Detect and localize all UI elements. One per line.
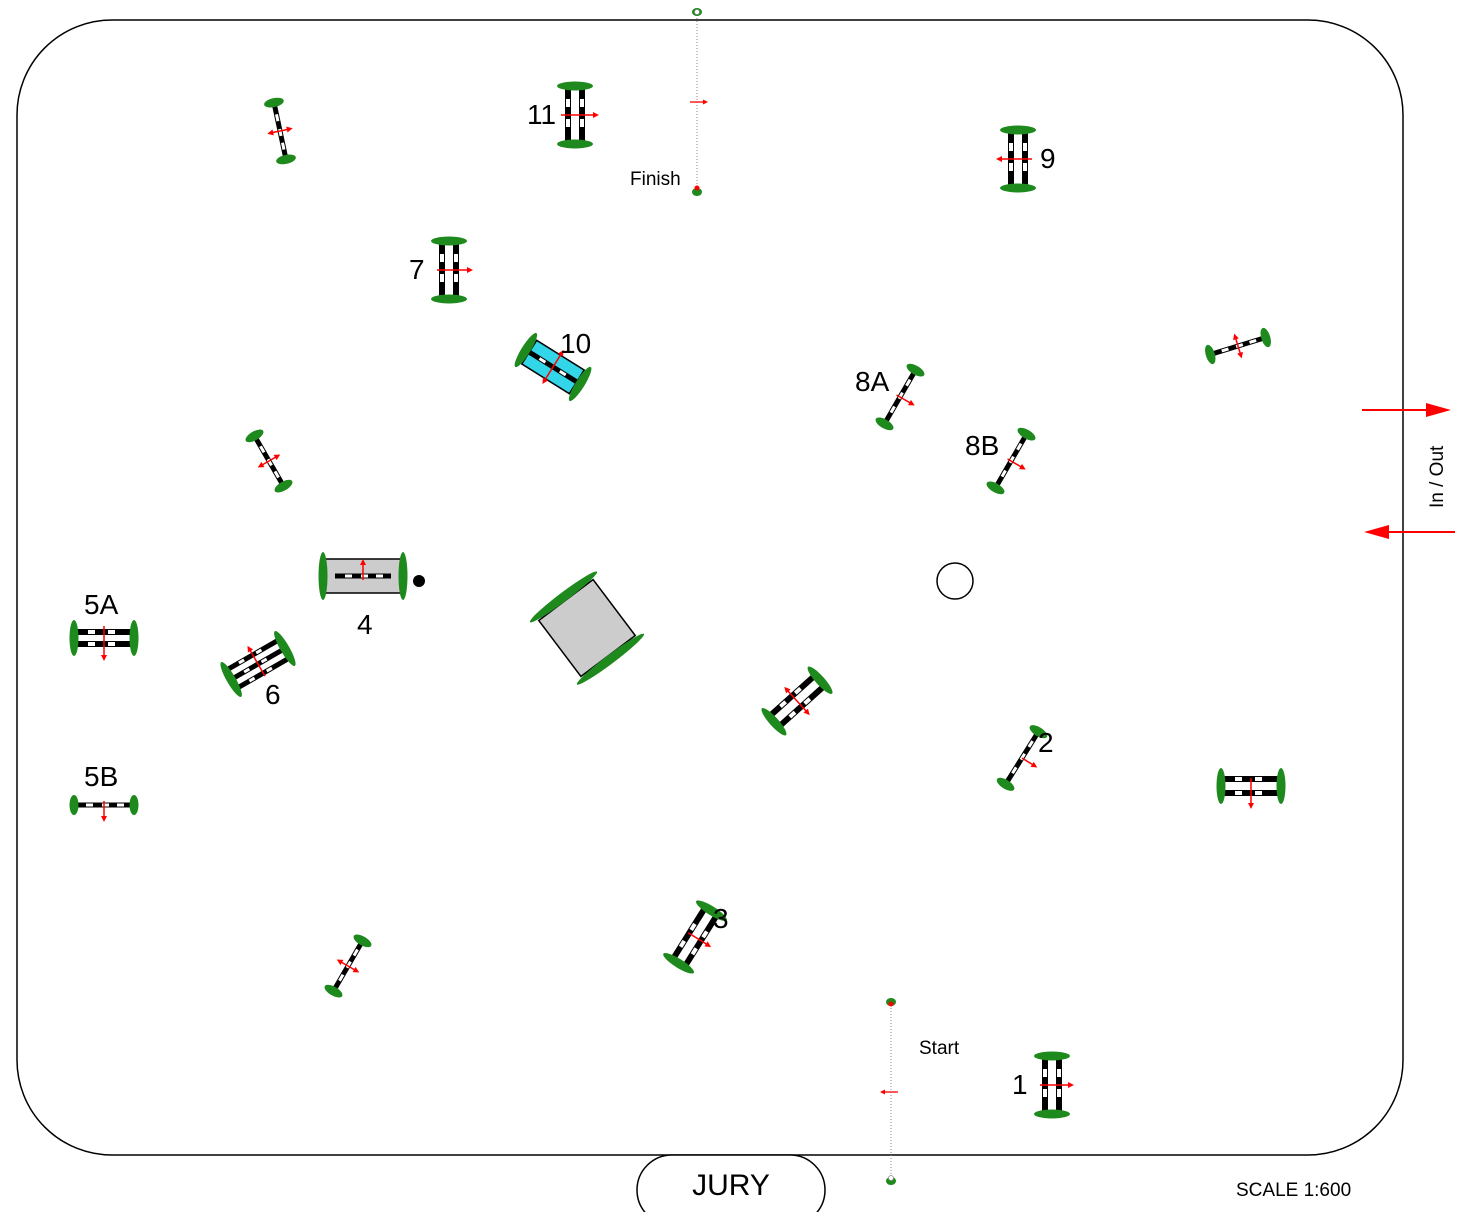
jump-number-8a: 8A — [855, 366, 890, 397]
wall-obstacle — [529, 571, 645, 685]
jump-3 — [663, 900, 727, 974]
jump-5a — [69, 620, 139, 661]
scale-label: SCALE 1:600 — [1236, 1180, 1351, 1201]
finish-line — [690, 8, 708, 196]
jump-1 — [1034, 1051, 1074, 1119]
jump-number-1: 1 — [1012, 1069, 1028, 1100]
jump-number-9: 9 — [1040, 143, 1056, 174]
jump-number-11: 11 — [527, 99, 556, 130]
start-line — [880, 998, 898, 1185]
in-out-label: In / Out — [1427, 445, 1448, 508]
fence-unnumbered — [1216, 768, 1286, 809]
jump-8a — [875, 363, 925, 431]
jump-number-4: 4 — [357, 609, 373, 640]
jump-number-7: 7 — [409, 254, 425, 285]
jump-8b — [986, 427, 1036, 495]
jury-box — [636, 1154, 826, 1212]
circle-marker — [936, 562, 974, 600]
jury-label: JURY — [692, 1169, 770, 1202]
jump-number-8b: 8B — [965, 430, 999, 461]
jump-9 — [996, 125, 1036, 193]
jump-number-6: 6 — [265, 679, 281, 710]
fence-unnumbered — [245, 429, 293, 493]
jump-number-5a: 5A — [84, 589, 119, 620]
jump-10 — [514, 332, 592, 402]
jump-number-10: 10 — [560, 328, 591, 359]
start-label: Start — [919, 1038, 960, 1059]
jump-11 — [557, 81, 599, 149]
jump-5b — [69, 795, 139, 822]
arena-boundary — [16, 19, 1404, 1156]
jump-2 — [996, 725, 1048, 791]
fence-unnumbered — [324, 934, 372, 998]
fence-unnumbered — [761, 666, 833, 736]
jump-number-2: 2 — [1038, 727, 1054, 758]
jump-4 — [318, 552, 408, 600]
jump-4-marker — [413, 575, 425, 587]
jump-number-3: 3 — [713, 903, 729, 934]
fence-unnumbered — [264, 97, 296, 165]
jump-7 — [431, 236, 473, 304]
jump-number-5b: 5B — [84, 761, 118, 792]
fence-unnumbered — [1205, 327, 1271, 365]
jump-6 — [220, 631, 296, 697]
finish-label: Finish — [630, 169, 681, 190]
in-out-arrows — [1362, 403, 1455, 539]
